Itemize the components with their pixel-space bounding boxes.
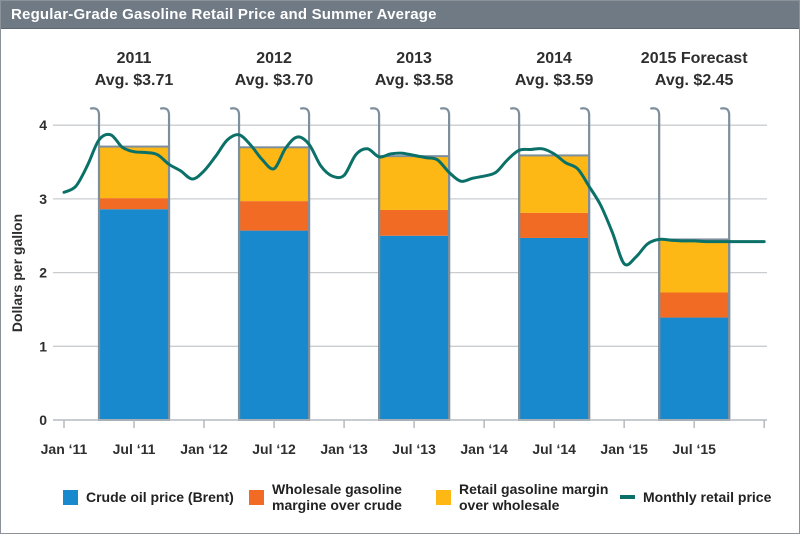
summer-average-label: 2011 Avg. $3.71 [49, 48, 219, 92]
bar-segment [239, 147, 310, 202]
summer-brackets [89, 107, 731, 422]
summer-average-label: 2015 Forecast Avg. $2.45 [609, 48, 779, 92]
summer-bracket [369, 107, 381, 422]
stacked-bars [98, 145, 731, 422]
summer-bracket [89, 107, 101, 422]
x-tick-label: Jan ‘15 [600, 441, 648, 457]
summer-bracket [159, 107, 171, 422]
bar-segment [239, 201, 310, 231]
summer-bracket [299, 107, 311, 422]
x-tick-label: Jul ‘14 [532, 441, 576, 457]
x-tick-label: Jan ‘13 [320, 441, 368, 457]
year-label: 2013 [396, 50, 432, 67]
crude-oil-swatch-icon [63, 489, 78, 505]
summer-bracket [440, 107, 451, 422]
retail-margin-swatch-icon [436, 489, 451, 505]
x-tick-label: Jul ‘12 [252, 441, 296, 457]
chart-title: Regular-Grade Gasoline Retail Price and … [11, 6, 437, 23]
axes: Jan ‘11 Jul ‘11 Jan ‘12 Jul ‘12 Jan ‘13 Jul ‘… [39, 117, 767, 457]
summer-average-label: 2012 Avg. $3.70 [189, 48, 359, 92]
y-tick-label: 1 [39, 338, 47, 354]
bar-segment [519, 237, 590, 420]
bar-segment [239, 230, 310, 420]
bar-segment [659, 239, 730, 293]
x-tick-label: Jan ‘11 [41, 441, 88, 457]
year-label: 2014 [536, 50, 572, 67]
legend-item-crude-oil: Crude oil price (Brent) [63, 479, 234, 515]
monthly-price-line-layer [62, 132, 766, 267]
year-label: 2012 [256, 50, 292, 67]
x-tick-label: Jul ‘15 [672, 441, 716, 457]
bar-segment [99, 209, 170, 420]
average-price-label: Avg. $3.59 [514, 72, 594, 89]
bar-segment [379, 235, 450, 420]
summer-bracket [720, 107, 731, 422]
title-bar: Regular-Grade Gasoline Retail Price and … [1, 1, 799, 29]
legend-label: Monthly retail price [643, 489, 772, 505]
legend-label: Wholesale gasoline margine over crude [272, 481, 402, 513]
summer-bracket [650, 107, 661, 422]
summer-average-label: 2014 Avg. $3.59 [469, 48, 639, 92]
bar-segment [659, 292, 730, 318]
average-price-label: Avg. $2.45 [654, 72, 734, 89]
bar-segment [379, 156, 450, 210]
bar-segment [519, 212, 590, 238]
y-tick-label: 0 [39, 412, 47, 428]
legend-label: Retail gasoline margin over wholesale [459, 481, 609, 513]
y-tick-label: 3 [39, 191, 47, 207]
x-tick-label: Jan ‘12 [180, 441, 228, 457]
legend-item-wholesale-margin: Wholesale gasoline margine over crude [249, 479, 424, 515]
y-tick-label: 4 [39, 117, 47, 133]
summer-bracket [580, 107, 591, 422]
monthly-price-line-icon [620, 495, 635, 499]
legend-label: Crude oil price (Brent) [86, 489, 234, 505]
summer-bracket [510, 107, 521, 422]
x-tick-label: Jul ‘11 [113, 441, 156, 457]
y-tick-label: 2 [39, 265, 47, 281]
x-tick-label: Jan ‘14 [460, 441, 508, 457]
average-price-label: Avg. $3.71 [94, 72, 174, 89]
year-label: 2015 Forecast [640, 50, 748, 67]
y-axis-title: Dollars per gallon [9, 214, 25, 332]
wholesale-margin-swatch-icon [249, 489, 264, 505]
bar-segment [659, 317, 730, 420]
legend-item-retail-margin: Retail gasoline margin over wholesale [436, 479, 617, 515]
legend-item-monthly-price: Monthly retail price [620, 479, 771, 515]
average-price-label: Avg. $3.58 [374, 72, 454, 89]
summer-bracket [229, 107, 241, 422]
bar-segment [99, 198, 170, 210]
average-price-label: Avg. $3.70 [234, 72, 314, 89]
bar-segment [379, 209, 450, 236]
summer-average-label: 2013 Avg. $3.58 [329, 48, 499, 92]
bar-segment [519, 155, 590, 213]
monthly-price-line [62, 132, 766, 267]
year-label: 2011 [116, 50, 152, 67]
x-tick-label: Jul ‘13 [392, 441, 436, 457]
